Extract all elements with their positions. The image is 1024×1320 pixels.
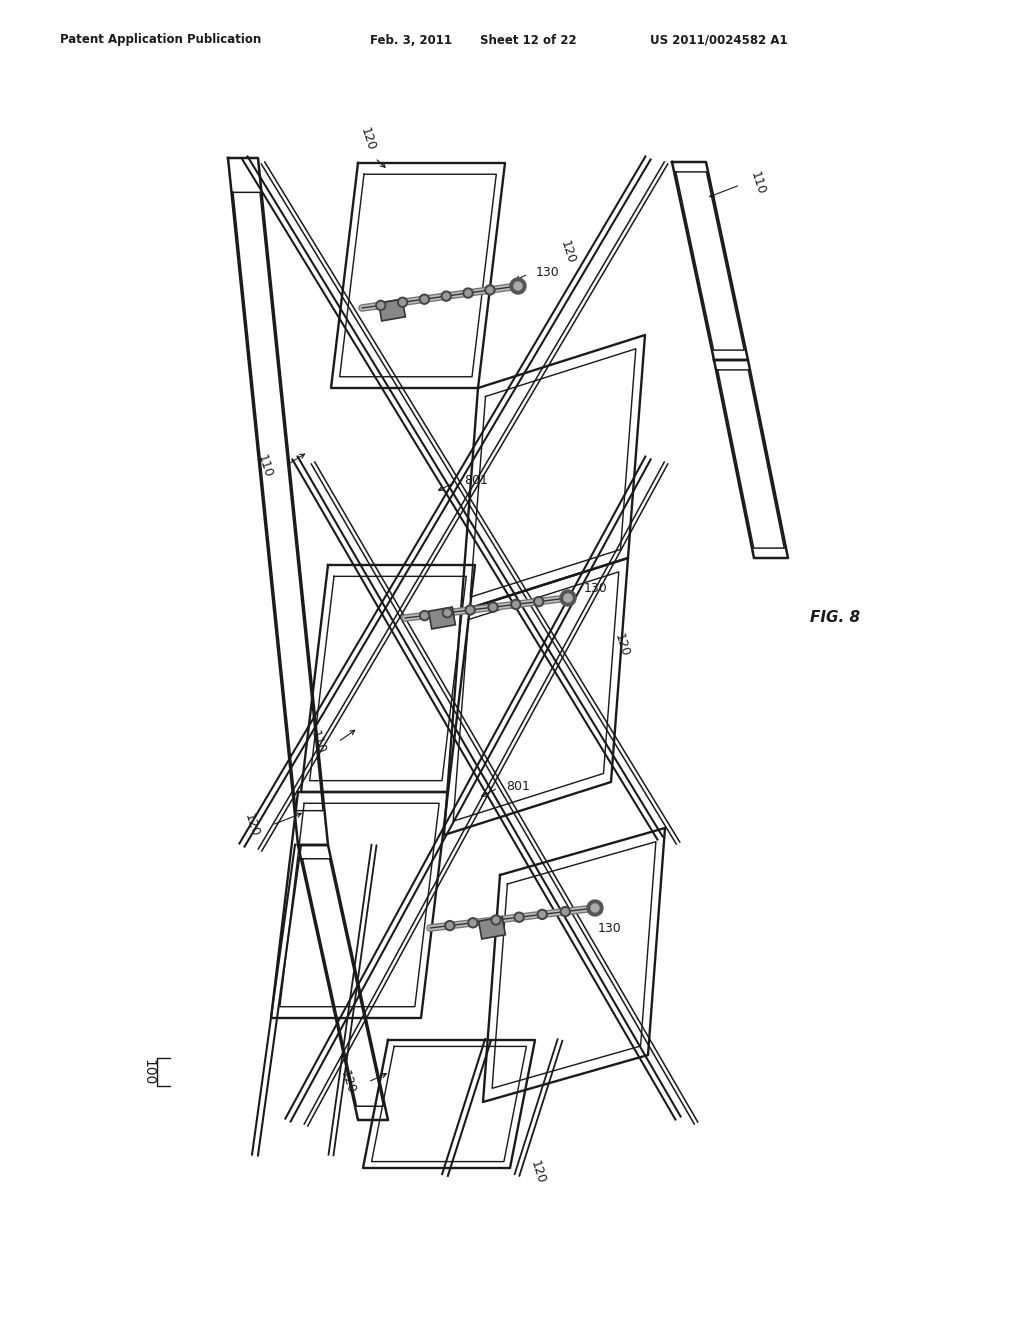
Circle shape [441, 292, 452, 301]
Text: 801: 801 [464, 474, 487, 487]
Text: Feb. 3, 2011: Feb. 3, 2011 [370, 33, 452, 46]
Text: 100: 100 [141, 1059, 155, 1085]
Text: 120: 120 [358, 127, 378, 153]
Circle shape [587, 900, 603, 916]
Circle shape [564, 594, 572, 602]
Circle shape [465, 605, 475, 615]
Circle shape [511, 599, 521, 610]
Circle shape [493, 917, 499, 923]
Circle shape [534, 597, 544, 607]
Circle shape [397, 297, 408, 308]
Circle shape [540, 911, 545, 917]
Text: 130: 130 [536, 265, 560, 279]
Circle shape [538, 909, 547, 920]
Circle shape [513, 602, 519, 607]
Circle shape [422, 612, 428, 619]
Text: 120: 120 [243, 812, 262, 838]
Circle shape [422, 296, 427, 302]
Text: 110: 110 [748, 170, 768, 197]
Circle shape [536, 598, 542, 605]
Circle shape [485, 285, 495, 294]
Text: 120: 120 [558, 239, 578, 265]
Circle shape [420, 294, 429, 304]
Text: 120: 120 [528, 1159, 548, 1185]
Circle shape [514, 282, 522, 290]
Polygon shape [429, 607, 456, 628]
Circle shape [468, 917, 478, 928]
Circle shape [399, 300, 406, 305]
Circle shape [514, 912, 524, 923]
Circle shape [562, 908, 568, 915]
Circle shape [443, 293, 450, 300]
Circle shape [463, 288, 473, 298]
Text: 130: 130 [584, 582, 608, 595]
Circle shape [467, 607, 473, 612]
Polygon shape [379, 300, 406, 321]
Text: Patent Application Publication: Patent Application Publication [60, 33, 261, 46]
Circle shape [490, 605, 496, 610]
Circle shape [560, 590, 575, 606]
Circle shape [510, 279, 526, 294]
Circle shape [591, 904, 599, 912]
Circle shape [516, 915, 522, 920]
Circle shape [420, 611, 429, 620]
Text: Sheet 12 of 22: Sheet 12 of 22 [480, 33, 577, 46]
Circle shape [487, 286, 493, 293]
Text: 801: 801 [506, 780, 529, 792]
Circle shape [378, 302, 384, 309]
Circle shape [488, 602, 498, 612]
Polygon shape [478, 917, 506, 939]
Text: 130: 130 [598, 921, 622, 935]
Circle shape [446, 923, 453, 928]
Circle shape [376, 301, 386, 310]
Text: 120: 120 [612, 632, 632, 659]
Text: US 2011/0024582 A1: US 2011/0024582 A1 [650, 33, 787, 46]
Circle shape [490, 915, 501, 925]
Text: 110: 110 [255, 453, 275, 479]
Circle shape [470, 920, 476, 925]
Text: 110: 110 [308, 729, 328, 755]
Circle shape [442, 607, 453, 618]
Text: 120: 120 [338, 1069, 358, 1096]
Circle shape [560, 907, 570, 916]
Circle shape [444, 610, 451, 616]
Circle shape [465, 290, 471, 296]
Text: FIG. 8: FIG. 8 [810, 610, 860, 626]
Circle shape [444, 920, 455, 931]
